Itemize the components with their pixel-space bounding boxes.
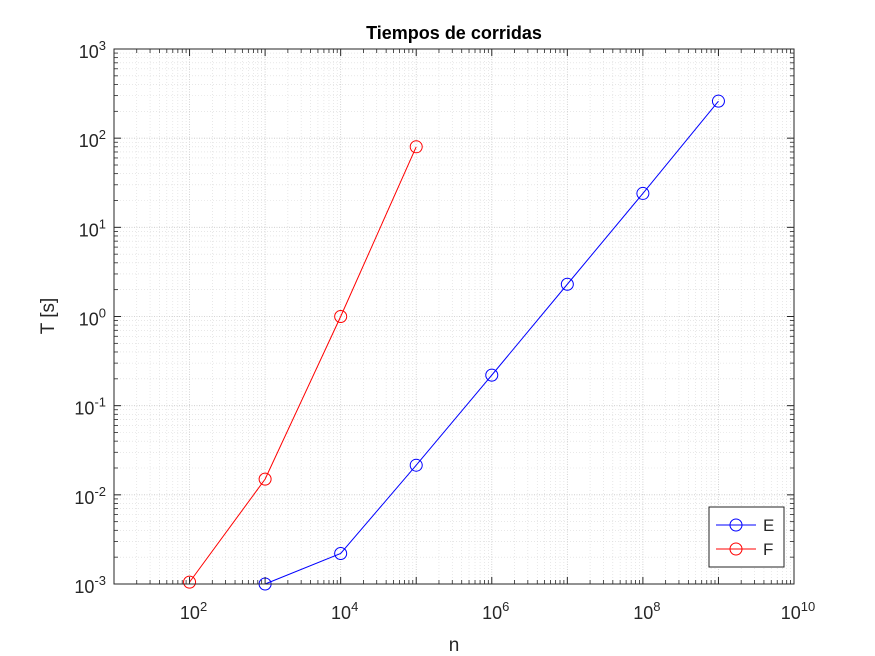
series-e-point: [334, 546, 348, 560]
x-tick-label: 1010: [781, 599, 816, 623]
legend-f-label: F: [763, 540, 773, 559]
y-tick-label: 10-1: [74, 395, 106, 419]
tick-marks: [113, 48, 795, 585]
legend-f-marker: [729, 542, 743, 556]
x-tick-label: 102: [180, 599, 207, 623]
series-e-point: [485, 368, 499, 382]
chart-title: Tiempos de corridas: [366, 23, 542, 43]
series-f-point: [409, 140, 423, 154]
series-e-point: [409, 458, 423, 472]
y-tick-label: 10-2: [74, 484, 106, 508]
y-tick-labels: 10-3 10-2 10-1 100 101 102 103: [74, 38, 106, 597]
x-tick-label: 104: [331, 599, 358, 623]
series-f-point: [334, 310, 348, 323]
y-axis-label: T [s]: [38, 298, 59, 335]
x-tick-label: 108: [633, 599, 660, 623]
series-e-point: [711, 94, 725, 108]
series-f-point: [258, 472, 272, 486]
series-f-line: [189, 146, 417, 583]
y-tick-label: 100: [79, 306, 106, 330]
legend-e-marker: [729, 518, 743, 532]
series-e-line: [264, 100, 719, 585]
x-axis-label: n: [449, 635, 460, 656]
legend-box: [708, 506, 785, 568]
series-f-point: [183, 575, 197, 589]
legend-e-label: E: [763, 516, 774, 535]
y-tick-label: 10-3: [74, 573, 106, 597]
y-tick-label: 102: [79, 127, 106, 151]
y-tick-label: 103: [79, 38, 106, 62]
series-e-point: [560, 277, 574, 291]
series-layer: [183, 94, 725, 591]
x-tick-labels: 102 104 106 108 1010: [180, 599, 815, 623]
series-e-point: [636, 186, 650, 200]
x-tick-label: 106: [482, 599, 509, 623]
y-tick-label: 101: [79, 216, 106, 240]
legend: EF: [708, 506, 785, 568]
